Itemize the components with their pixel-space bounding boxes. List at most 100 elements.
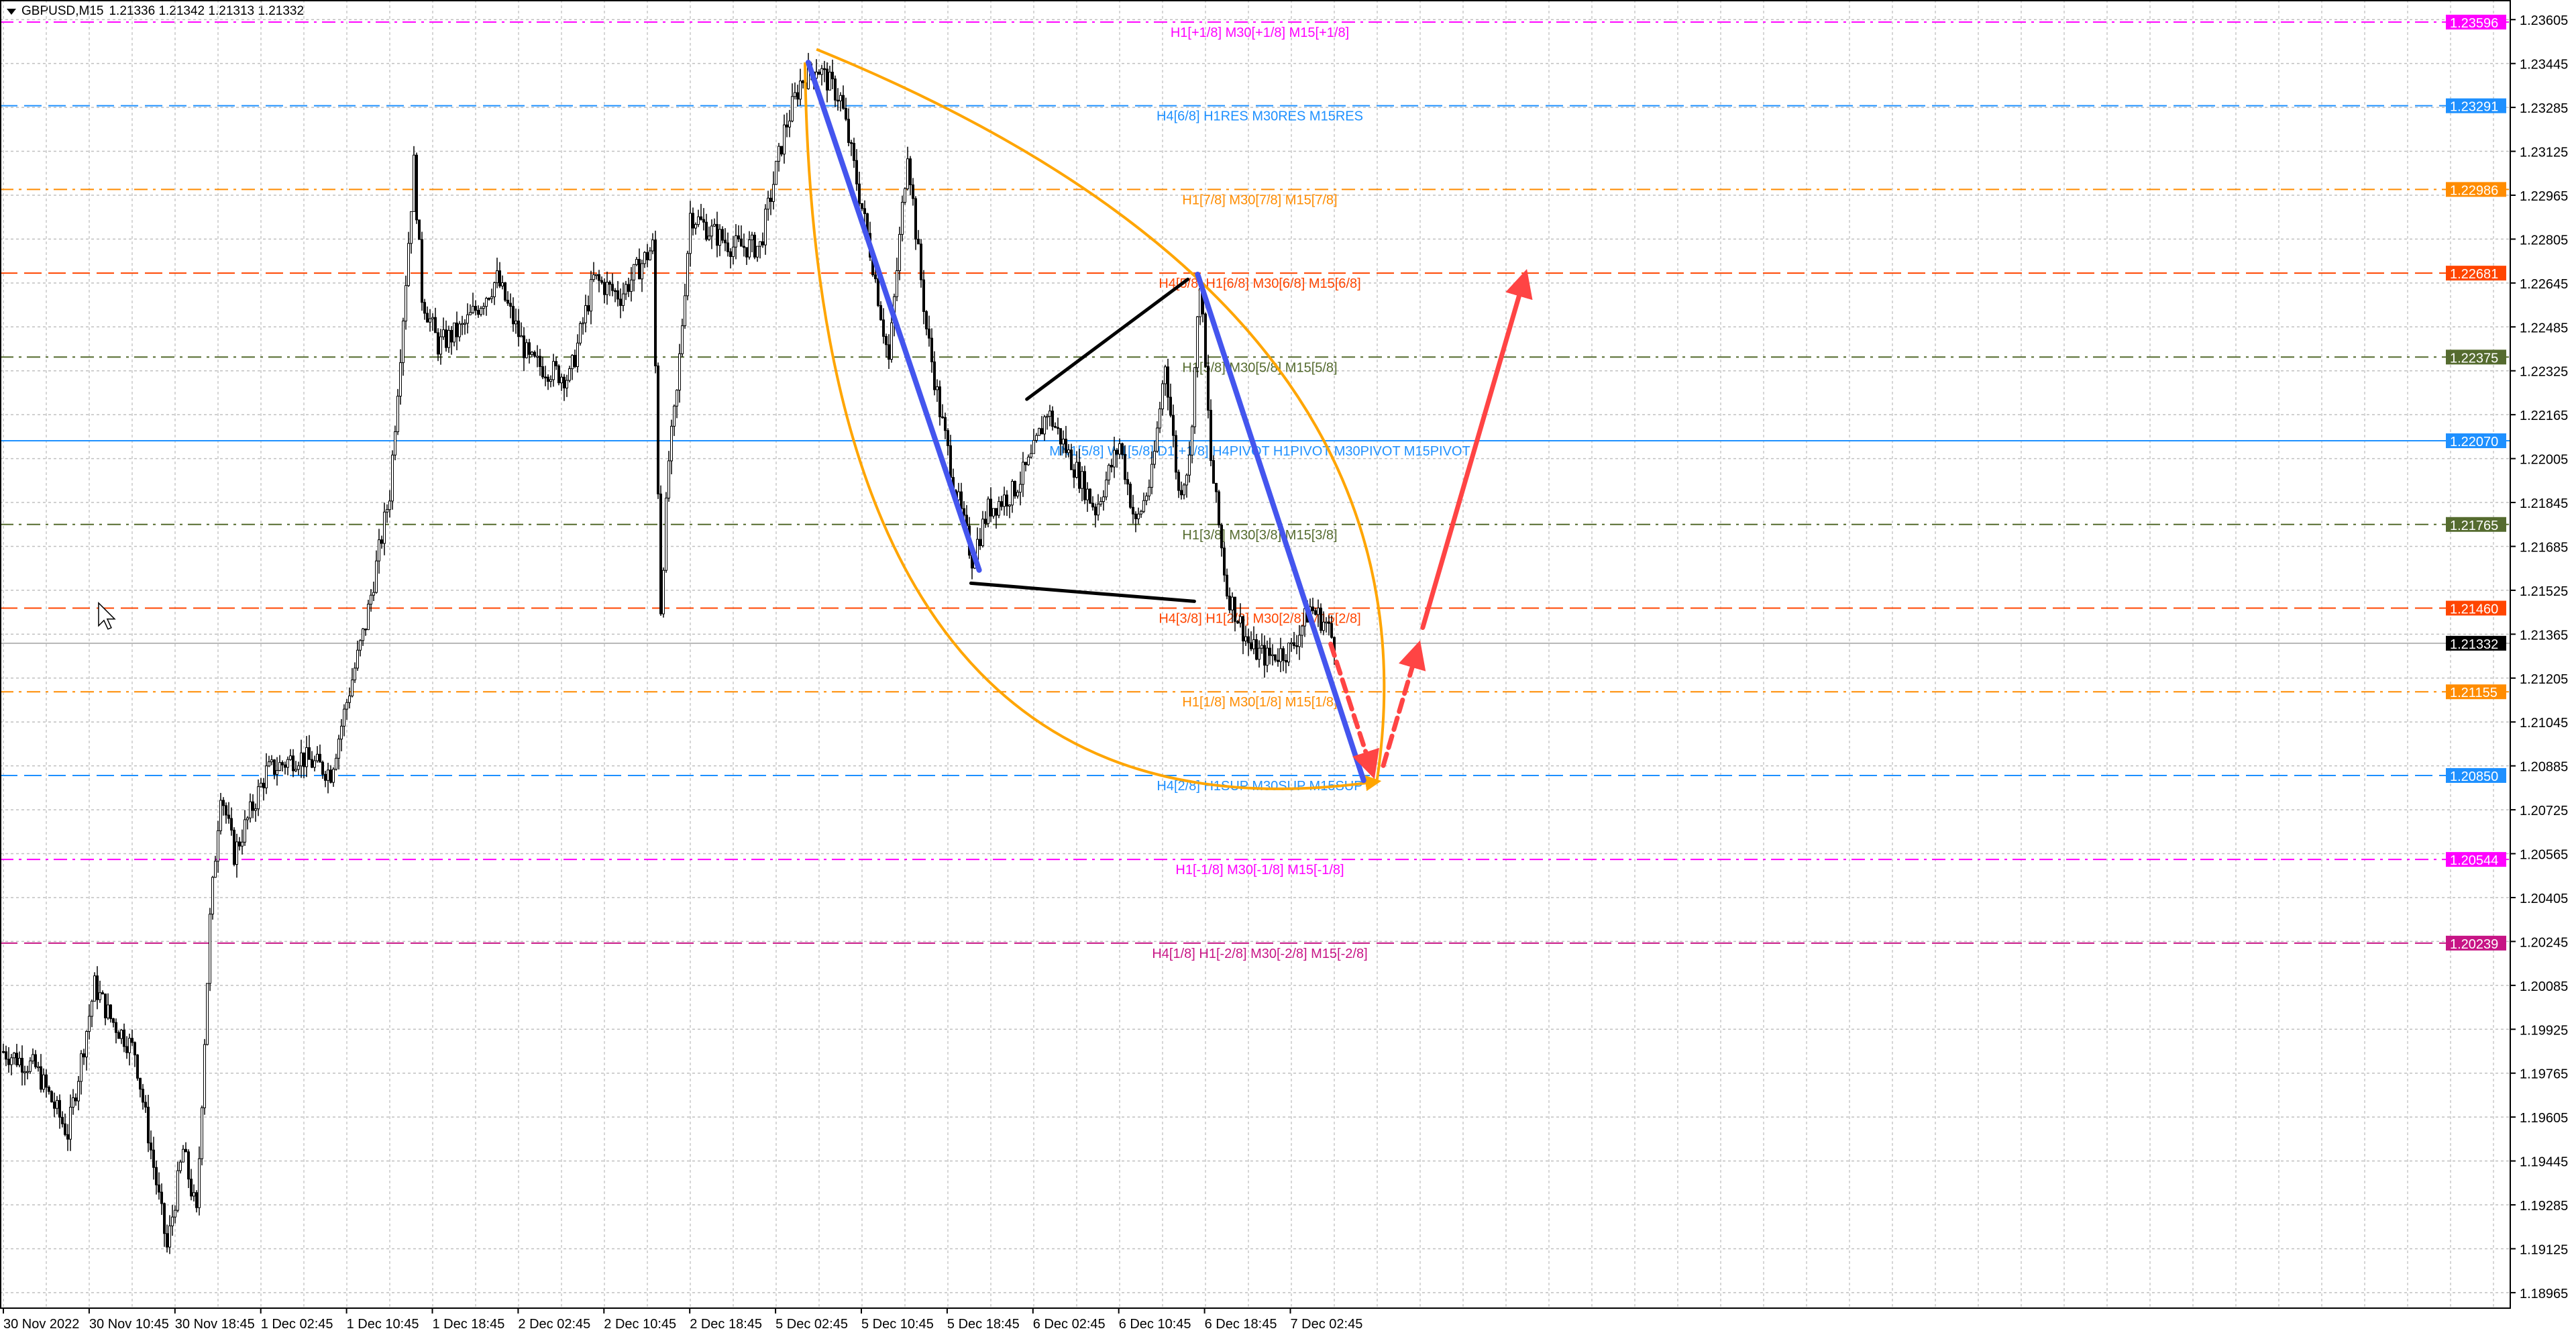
candle	[713, 218, 716, 227]
candle-body	[1191, 426, 1193, 456]
candle	[850, 140, 853, 156]
trend-line-2	[1195, 271, 1366, 784]
candle	[324, 771, 327, 788]
candle-body	[1091, 502, 1094, 508]
candle	[1089, 488, 1091, 504]
candle-body	[136, 1055, 139, 1079]
candle	[1110, 459, 1113, 473]
candle-body	[775, 160, 777, 185]
candle-body	[472, 306, 474, 313]
candle-body	[453, 322, 455, 343]
candle-body	[107, 1004, 109, 1018]
candle	[300, 739, 303, 778]
candle	[370, 589, 372, 612]
candle-body	[455, 322, 458, 337]
candle-body	[1258, 647, 1260, 660]
time-tick-label: 30 Nov 2022	[3, 1317, 79, 1332]
candle-body	[461, 323, 464, 325]
arc-left	[804, 62, 1382, 792]
candle	[96, 966, 99, 1010]
candle-body	[1006, 494, 1008, 506]
candle-body	[329, 769, 332, 783]
candle-body	[710, 225, 713, 237]
candle-body	[1094, 506, 1097, 516]
candle	[1298, 625, 1301, 660]
candle	[761, 232, 764, 248]
candle-body	[83, 1053, 85, 1058]
target-arrow	[1420, 269, 1533, 631]
candle	[1325, 617, 1328, 633]
candle	[630, 267, 633, 302]
candle-body	[504, 282, 506, 301]
candle-body	[912, 184, 914, 199]
candle-body	[34, 1054, 37, 1067]
candle-body	[799, 81, 802, 100]
candle	[616, 280, 619, 307]
candle	[58, 1094, 61, 1129]
triangle-down-icon[interactable]	[7, 8, 16, 15]
candle-body	[1183, 484, 1185, 496]
candle	[1293, 632, 1295, 649]
candle-body	[1322, 621, 1325, 631]
candle-body	[659, 493, 662, 614]
candle	[767, 191, 769, 221]
candle-body	[64, 1123, 66, 1135]
candle-body	[128, 1038, 131, 1053]
candle	[388, 490, 391, 518]
candle-body	[759, 241, 761, 247]
candle	[1188, 441, 1191, 483]
candle	[584, 294, 587, 333]
candle	[426, 306, 429, 323]
candle	[101, 990, 104, 995]
drawings	[98, 48, 1533, 792]
candle-body	[1172, 415, 1175, 436]
candle	[1083, 466, 1086, 504]
candle-body	[58, 1100, 61, 1118]
candle-body	[88, 1016, 91, 1032]
candle-body	[1167, 366, 1169, 398]
candle	[1180, 481, 1183, 500]
candle-body	[1279, 648, 1282, 662]
candle	[906, 146, 909, 191]
time-tick-label: 5 Dec 18:45	[947, 1317, 1020, 1332]
candle	[777, 143, 780, 172]
candle-body	[388, 500, 391, 511]
candle	[1234, 596, 1236, 632]
candle	[15, 1044, 18, 1067]
candle-body	[509, 303, 512, 307]
candle-body	[125, 1046, 128, 1053]
candle-body	[684, 295, 686, 327]
candle-body	[477, 310, 480, 315]
candle-body	[818, 71, 820, 75]
candle-body	[370, 594, 372, 605]
candle	[1137, 507, 1140, 524]
candle	[614, 288, 616, 303]
candle	[839, 92, 842, 112]
candle-body	[847, 119, 850, 143]
candle	[166, 1224, 168, 1253]
candle-body	[10, 1057, 13, 1065]
candle-body	[568, 368, 571, 381]
candle	[179, 1159, 182, 1174]
candle-body	[673, 405, 676, 427]
candle-body	[1317, 607, 1320, 615]
candle	[1175, 430, 1177, 480]
candle-body	[1014, 480, 1016, 496]
candle-body	[235, 841, 238, 865]
candle	[238, 837, 241, 851]
candle	[402, 317, 405, 376]
candle-body	[756, 246, 759, 258]
candle	[705, 213, 708, 242]
candle-body	[458, 323, 461, 337]
candle-body	[1062, 439, 1065, 445]
level-label: H1[7/8] M30[7/8] M15[7/8]	[1182, 193, 1337, 207]
candle-body	[528, 342, 531, 355]
candle-body	[764, 209, 767, 246]
candle	[1255, 634, 1258, 661]
candle	[327, 763, 329, 794]
candle	[1049, 405, 1051, 427]
candle	[560, 373, 563, 391]
candle-body	[566, 380, 568, 388]
candle-body	[678, 353, 681, 391]
